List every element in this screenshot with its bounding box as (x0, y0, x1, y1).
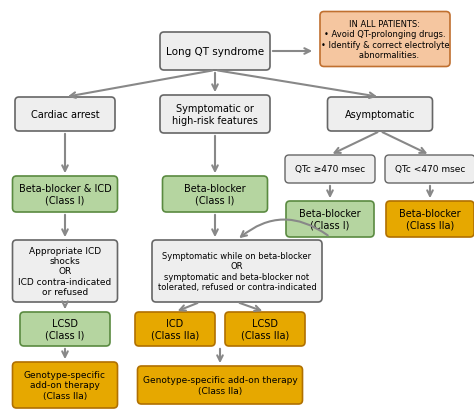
FancyBboxPatch shape (135, 312, 215, 346)
Text: Symptomatic or
high-risk features: Symptomatic or high-risk features (172, 104, 258, 126)
Text: QTc ≥470 msec: QTc ≥470 msec (295, 165, 365, 174)
Text: Appropriate ICD
shocks
OR
ICD contra-indicated
or refused: Appropriate ICD shocks OR ICD contra-ind… (18, 246, 111, 297)
FancyBboxPatch shape (385, 156, 474, 183)
Text: Symptomatic while on beta-blocker
OR
symptomatic and beta-blocker not
tolerated,: Symptomatic while on beta-blocker OR sym… (158, 251, 316, 292)
Text: LCSD
(Class I): LCSD (Class I) (46, 318, 85, 340)
Text: Cardiac arrest: Cardiac arrest (31, 110, 100, 120)
FancyBboxPatch shape (12, 240, 118, 302)
FancyBboxPatch shape (12, 362, 118, 408)
FancyBboxPatch shape (137, 366, 302, 404)
FancyBboxPatch shape (152, 240, 322, 302)
FancyBboxPatch shape (12, 177, 118, 212)
FancyBboxPatch shape (20, 312, 110, 346)
Text: QTc <470 msec: QTc <470 msec (395, 165, 465, 174)
FancyBboxPatch shape (386, 202, 474, 237)
FancyBboxPatch shape (160, 33, 270, 71)
FancyBboxPatch shape (163, 177, 267, 212)
Text: IN ALL PATIENTS:
• Avoid QT-prolonging drugs.
• Identify & correct electrolyte
 : IN ALL PATIENTS: • Avoid QT-prolonging d… (321, 20, 449, 60)
Text: Asymptomatic: Asymptomatic (345, 110, 415, 120)
Text: LCSD
(Class IIa): LCSD (Class IIa) (241, 318, 289, 340)
Text: Genotype-specific add-on therapy
(Class IIa): Genotype-specific add-on therapy (Class … (143, 375, 297, 395)
FancyBboxPatch shape (286, 202, 374, 237)
FancyBboxPatch shape (160, 96, 270, 134)
Text: Long QT syndrome: Long QT syndrome (166, 47, 264, 57)
Text: Beta-blocker
(Class I): Beta-blocker (Class I) (184, 184, 246, 205)
Text: Genotype-specific
add-on therapy
(Class IIa): Genotype-specific add-on therapy (Class … (24, 370, 106, 400)
FancyBboxPatch shape (225, 312, 305, 346)
Text: Beta-blocker
(Class IIa): Beta-blocker (Class IIa) (399, 209, 461, 230)
FancyBboxPatch shape (15, 98, 115, 132)
Text: ICD
(Class IIa): ICD (Class IIa) (151, 318, 199, 340)
Text: Beta-blocker & ICD
(Class I): Beta-blocker & ICD (Class I) (18, 184, 111, 205)
FancyBboxPatch shape (285, 156, 375, 183)
Text: Beta-blocker
(Class I): Beta-blocker (Class I) (299, 209, 361, 230)
FancyBboxPatch shape (328, 98, 432, 132)
FancyBboxPatch shape (320, 12, 450, 67)
